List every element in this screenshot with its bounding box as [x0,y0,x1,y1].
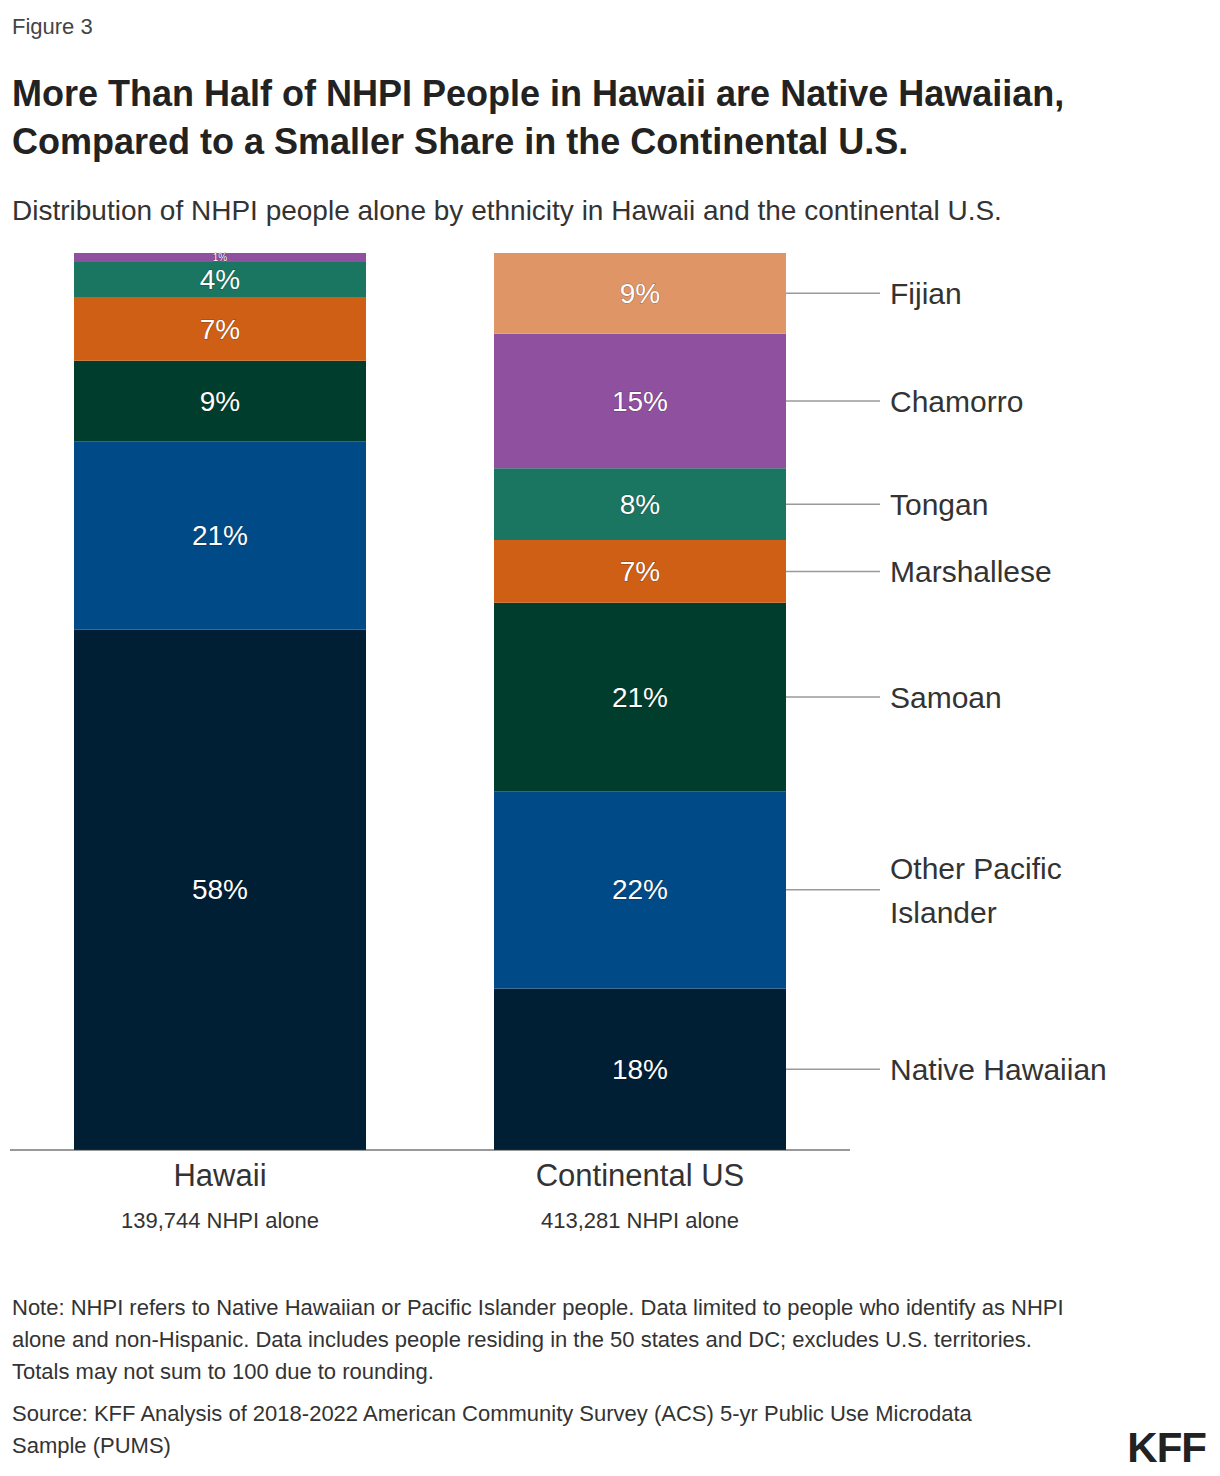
svg-text:Marshallese: Marshallese [890,555,1052,588]
svg-text:Continental US: Continental US [536,1158,745,1193]
svg-text:22%: 22% [612,874,668,905]
svg-text:4%: 4% [200,264,240,295]
svg-text:Samoan: Samoan [890,681,1002,714]
svg-text:18%: 18% [612,1054,668,1085]
html-text:Source: KFF Analysis of 2018-2: Source: KFF Analysis of 2018-2022 Americ… [12,1401,972,1458]
html-text:Note: NHPI refers to Native Ha: Note: NHPI refers to Native Hawaiian or … [12,1295,1064,1384]
svg-text:Tongan: Tongan [890,488,988,521]
svg-text:8%: 8% [620,489,660,520]
svg-text:21%: 21% [612,682,668,713]
svg-text:Native Hawaiian: Native Hawaiian [890,1053,1107,1086]
svg-text:15%: 15% [612,386,668,417]
svg-text:9%: 9% [200,386,240,417]
svg-text:7%: 7% [620,556,660,587]
html-text:More Than Half of NHPI People: More Than Half of NHPI People in Hawaii … [12,73,1065,162]
svg-text:413,281 NHPI alone: 413,281 NHPI alone [541,1208,739,1233]
svg-text:Fijian: Fijian [890,277,962,310]
svg-text:9%: 9% [620,278,660,309]
html-text:KFF: KFF [1127,1424,1206,1471]
svg-text:21%: 21% [192,520,248,551]
html-text:Distribution of NHPI people al: Distribution of NHPI people alone by eth… [12,195,1002,226]
svg-text:139,744 NHPI alone: 139,744 NHPI alone [121,1208,319,1233]
svg-text:Chamorro: Chamorro [890,385,1023,418]
svg-text:Other PacificIslander: Other PacificIslander [890,851,1062,928]
svg-text:1%: 1% [213,252,228,263]
svg-text:Hawaii: Hawaii [173,1158,266,1193]
svg-text:7%: 7% [200,314,240,345]
svg-text:58%: 58% [192,874,248,905]
html-text:Figure 3: Figure 3 [12,14,93,39]
